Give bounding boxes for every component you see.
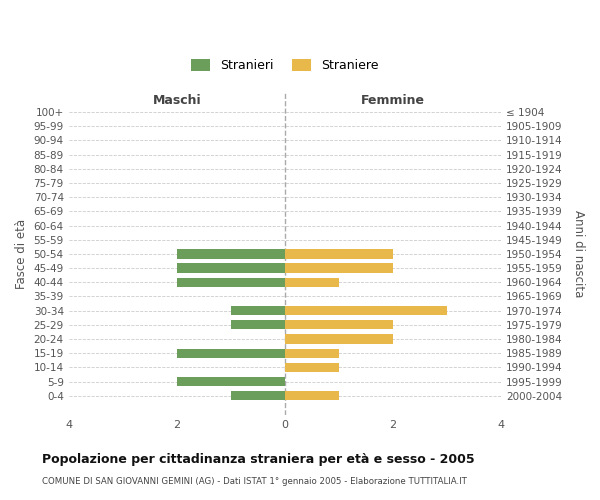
Bar: [285, 278, 339, 287]
Y-axis label: Anni di nascita: Anni di nascita: [572, 210, 585, 298]
Bar: [285, 264, 393, 272]
Y-axis label: Fasce di età: Fasce di età: [15, 219, 28, 289]
Bar: [285, 348, 339, 358]
Bar: [285, 392, 339, 400]
Text: Femmine: Femmine: [361, 94, 425, 107]
Bar: [285, 250, 393, 258]
Bar: [177, 250, 285, 258]
Bar: [177, 278, 285, 287]
Bar: [285, 334, 393, 344]
Bar: [177, 348, 285, 358]
Bar: [177, 377, 285, 386]
Legend: Stranieri, Straniere: Stranieri, Straniere: [186, 54, 383, 77]
Bar: [285, 306, 447, 316]
Bar: [231, 320, 285, 330]
Bar: [285, 363, 339, 372]
Text: COMUNE DI SAN GIOVANNI GEMINI (AG) - Dati ISTAT 1° gennaio 2005 - Elaborazione T: COMUNE DI SAN GIOVANNI GEMINI (AG) - Dat…: [42, 478, 467, 486]
Text: Popolazione per cittadinanza straniera per età e sesso - 2005: Popolazione per cittadinanza straniera p…: [42, 452, 475, 466]
Bar: [285, 320, 393, 330]
Text: Maschi: Maschi: [152, 94, 201, 107]
Bar: [231, 392, 285, 400]
Bar: [177, 264, 285, 272]
Bar: [231, 306, 285, 316]
